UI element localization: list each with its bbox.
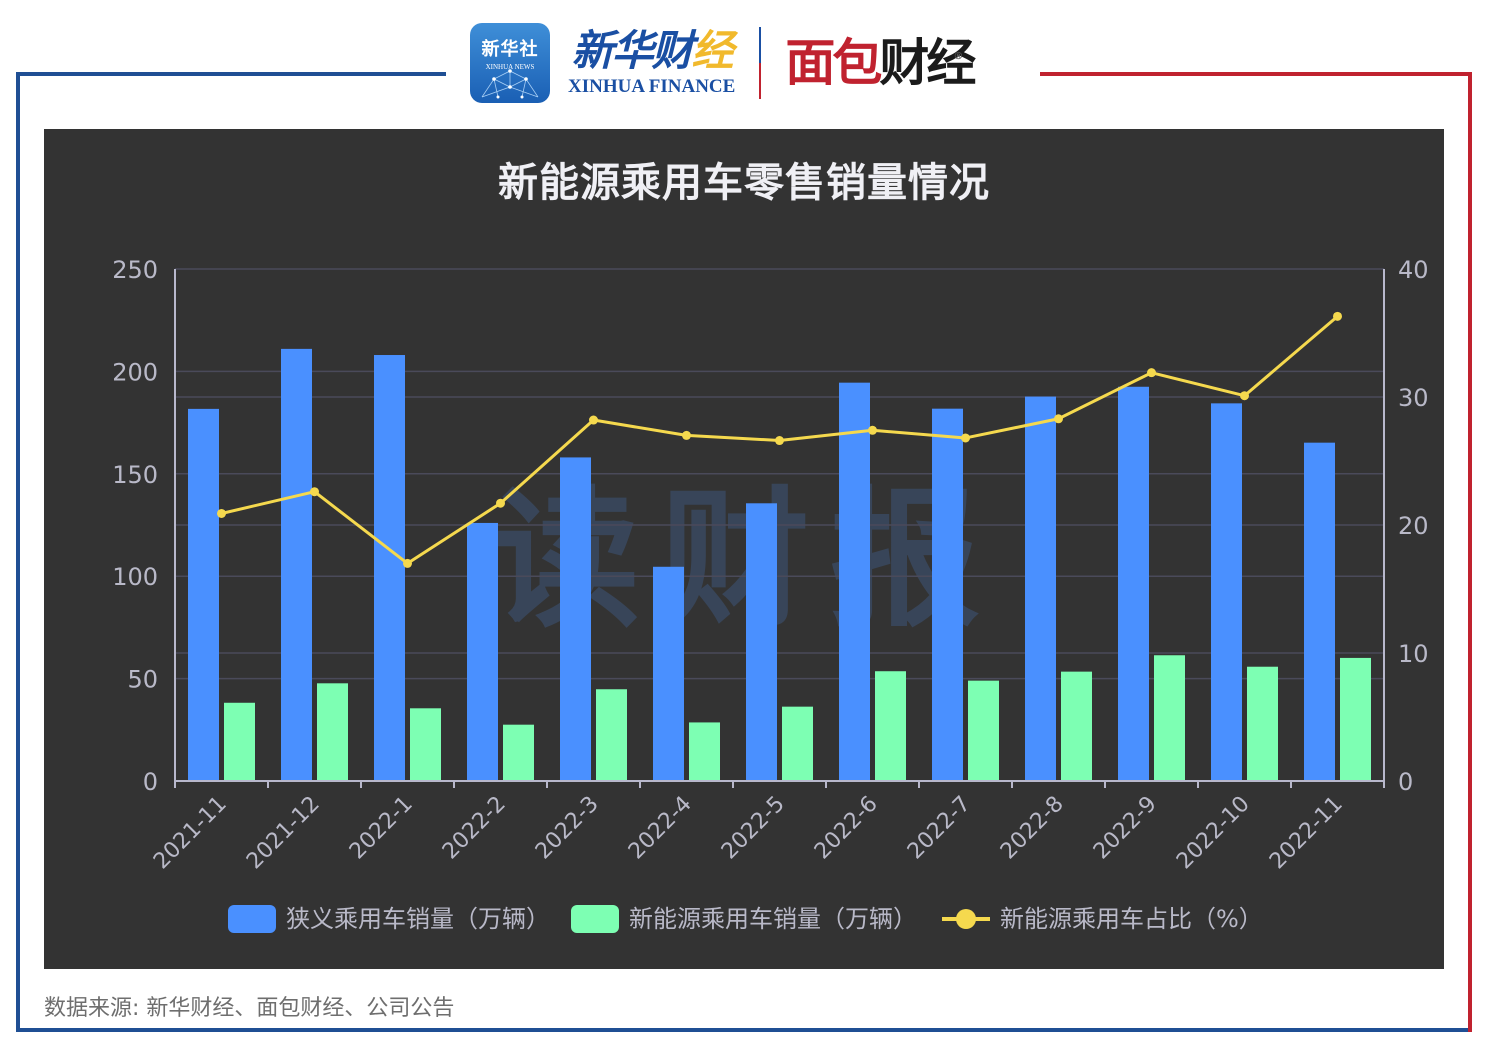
left-tick-label: 200 (112, 358, 158, 386)
legend-item-2[interactable]: 新能源乘用车销量（万辆） (571, 905, 917, 933)
left-tick-label: 100 (112, 563, 158, 591)
bar-passenger-car-sales[interactable] (188, 408, 219, 781)
xinhua-finance-logo: 新华财经 XINHUA FINANCE (568, 26, 736, 98)
data-source-note: 数据来源: 新华财经、面包财经、公司公告 (44, 996, 455, 1021)
bar-passenger-car-sales[interactable] (560, 457, 591, 781)
logo-divider (759, 27, 762, 99)
bar-nev-sales[interactable] (410, 708, 441, 781)
line-point[interactable] (682, 430, 691, 440)
left-tick-label: 0 (143, 768, 158, 796)
bar-passenger-car-sales[interactable] (839, 382, 870, 781)
bar-passenger-car-sales[interactable] (1025, 396, 1056, 781)
x-tick-label: 2022-8 (996, 792, 1069, 865)
bar-nev-sales[interactable] (503, 724, 534, 781)
header-logos: 新华社 XINHUA NEWS 新华财经 XINHUA FINANCE 面包财经… (470, 18, 976, 108)
legend-label: 狭义乘用车销量（万辆） (286, 905, 550, 933)
bar-nev-sales[interactable] (875, 671, 906, 781)
bar-nev-sales[interactable] (1247, 666, 1278, 781)
bar-passenger-car-sales[interactable] (653, 566, 684, 781)
bar-nev-sales[interactable] (317, 683, 348, 781)
left-tick-label: 50 (127, 666, 158, 694)
bar-nev-sales[interactable] (689, 722, 720, 781)
bar-nev-sales[interactable] (1061, 671, 1092, 781)
bar-passenger-car-sales[interactable] (281, 348, 312, 781)
left-tick-label: 150 (112, 461, 158, 489)
bar-passenger-car-sales[interactable] (1304, 442, 1335, 781)
legend-label: 新能源乘用车销量（万辆） (629, 905, 917, 933)
bar-passenger-car-sales[interactable] (374, 355, 405, 781)
frame-line-top-right (1040, 72, 1472, 76)
x-tick-label: 2022-7 (903, 792, 976, 865)
mianbao-finance-logo: 面包财经 ® (785, 34, 976, 92)
bar-passenger-car-sales[interactable] (932, 408, 963, 781)
bar-nev-sales[interactable] (224, 702, 255, 781)
line-point[interactable] (1333, 311, 1342, 321)
right-tick-label: 40 (1398, 256, 1429, 284)
bar-passenger-car-sales[interactable] (467, 522, 498, 781)
line-point[interactable] (1240, 391, 1249, 401)
line-point[interactable] (1054, 414, 1063, 424)
x-tick-label: 2022-6 (810, 792, 883, 865)
line-point[interactable] (217, 508, 226, 518)
line-point[interactable] (868, 425, 877, 435)
left-tick-label: 250 (112, 256, 158, 284)
bar-passenger-car-sales[interactable] (1211, 403, 1242, 781)
line-point[interactable] (403, 558, 412, 568)
legend-point-icon (956, 909, 976, 929)
x-tick-label: 2021-12 (242, 792, 325, 875)
frame-line-bottom (16, 1028, 1472, 1032)
line-point[interactable] (589, 415, 598, 425)
legend-swatch (228, 905, 276, 933)
legend-item-1[interactable]: 狭义乘用车销量（万辆） (228, 905, 550, 933)
frame-line-left (16, 72, 20, 1032)
x-tick-label: 2021-11 (149, 792, 232, 875)
network-globe-icon (481, 69, 539, 99)
bar-nev-sales[interactable] (968, 680, 999, 781)
chart-title: 新能源乘用车零售销量情况 (498, 160, 990, 206)
x-tick-label: 2022-2 (438, 792, 511, 865)
x-tick-label: 2022-5 (717, 792, 790, 865)
right-tick-label: 0 (1398, 768, 1413, 796)
right-tick-label: 20 (1398, 512, 1429, 540)
bar-passenger-car-sales[interactable] (1118, 386, 1149, 781)
x-tick-label: 2022-11 (1265, 792, 1348, 875)
line-point[interactable] (775, 436, 784, 446)
bar-nev-sales[interactable] (1154, 655, 1185, 781)
legend-swatch (571, 905, 619, 933)
bar-passenger-car-sales[interactable] (746, 503, 777, 781)
line-point[interactable] (310, 487, 319, 497)
frame-line-right (1468, 72, 1472, 1032)
xinhua-news-logo: 新华社 XINHUA NEWS (470, 23, 550, 103)
bar-nev-sales[interactable] (1340, 657, 1371, 781)
legend-item-3[interactable]: 新能源乘用车占比（%） (942, 905, 1263, 933)
line-point[interactable] (1147, 368, 1156, 378)
line-point[interactable] (496, 498, 505, 508)
x-tick-label: 2022-9 (1089, 792, 1162, 865)
x-tick-label: 2022-10 (1172, 792, 1255, 875)
x-tick-label: 2022-3 (531, 792, 604, 865)
x-tick-label: 2022-4 (624, 792, 697, 865)
bar-nev-sales[interactable] (782, 706, 813, 781)
right-tick-label: 10 (1398, 640, 1429, 668)
right-tick-label: 30 (1398, 384, 1429, 412)
line-point[interactable] (961, 433, 970, 443)
legend-label: 新能源乘用车占比（%） (1000, 905, 1263, 933)
bar-nev-sales[interactable] (596, 689, 627, 781)
x-tick-label: 2022-1 (345, 792, 418, 865)
frame-line-top-left (16, 72, 446, 76)
